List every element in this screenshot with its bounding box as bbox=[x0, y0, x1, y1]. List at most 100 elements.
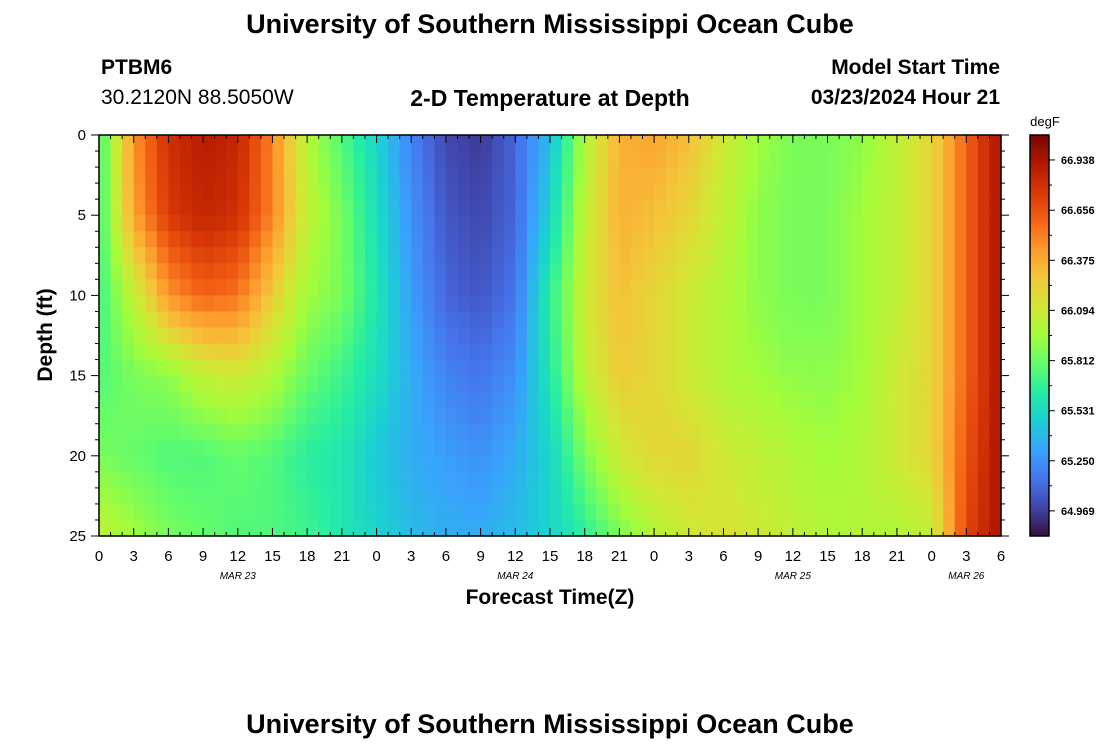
heatmap-cell bbox=[260, 439, 274, 457]
heatmap-cell bbox=[711, 231, 725, 248]
heatmap-cell bbox=[237, 247, 250, 264]
heatmap-cell bbox=[584, 455, 597, 473]
x-tick-label: 3 bbox=[962, 548, 970, 565]
heatmap-cell bbox=[284, 215, 297, 232]
heatmap-cell bbox=[515, 231, 528, 248]
heatmap-cell bbox=[920, 263, 933, 280]
heatmap-cell bbox=[943, 215, 956, 232]
heatmap-cell bbox=[422, 199, 435, 216]
heatmap-cell bbox=[284, 519, 297, 537]
heatmap-cell bbox=[434, 135, 447, 152]
heatmap-cell bbox=[804, 151, 817, 168]
heatmap-cell bbox=[723, 215, 736, 232]
heatmap-cell bbox=[168, 375, 181, 393]
heatmap-cell bbox=[179, 439, 193, 457]
heatmap-cell bbox=[607, 263, 620, 280]
footer-title: University of Southern Mississippi Ocean… bbox=[246, 709, 854, 739]
heatmap-cell bbox=[815, 359, 829, 377]
heatmap-cell bbox=[827, 295, 840, 313]
heatmap-cell bbox=[341, 391, 355, 409]
heatmap-cell bbox=[885, 231, 898, 248]
heatmap-cell bbox=[515, 343, 528, 361]
heatmap-cell bbox=[792, 215, 806, 232]
heatmap-cell bbox=[399, 327, 412, 345]
heatmap-cell bbox=[677, 279, 690, 296]
heatmap-cell bbox=[815, 423, 829, 441]
x-tick-label: 9 bbox=[199, 548, 207, 565]
heatmap-cell bbox=[862, 455, 875, 473]
heatmap-cell bbox=[781, 279, 794, 296]
heatmap-cell bbox=[607, 343, 620, 361]
heatmap-cell bbox=[237, 263, 250, 280]
heatmap-cell bbox=[388, 327, 401, 345]
heatmap-cell bbox=[735, 183, 748, 200]
heatmap-cell bbox=[804, 439, 817, 457]
heatmap-cell bbox=[399, 167, 412, 184]
heatmap-cell bbox=[885, 343, 898, 361]
heatmap-cell bbox=[850, 247, 863, 264]
heatmap-cell bbox=[688, 487, 701, 505]
heatmap-cell bbox=[503, 263, 516, 280]
x-tick-label: 3 bbox=[685, 548, 693, 565]
heatmap-cell bbox=[203, 423, 216, 441]
heatmap-cell bbox=[133, 503, 146, 521]
heatmap-cell bbox=[515, 391, 528, 409]
heatmap-cell bbox=[688, 231, 701, 248]
heatmap-cell bbox=[607, 215, 620, 232]
heatmap-cell bbox=[480, 167, 493, 184]
heatmap-cell bbox=[469, 455, 482, 473]
heatmap-cell bbox=[677, 247, 690, 264]
heatmap-cell bbox=[688, 343, 701, 361]
heatmap-cell bbox=[573, 151, 586, 168]
heatmap-cell bbox=[619, 231, 632, 248]
heatmap-cell bbox=[376, 183, 389, 200]
heatmap-cell bbox=[237, 343, 250, 361]
heatmap-cell bbox=[619, 375, 632, 393]
heatmap-cell bbox=[781, 167, 794, 184]
heatmap-cell bbox=[295, 375, 308, 393]
heatmap-cell bbox=[376, 455, 389, 473]
heatmap-cell bbox=[815, 215, 829, 232]
x-tick-label: 9 bbox=[476, 548, 484, 565]
heatmap-cell bbox=[318, 487, 331, 505]
heatmap-cell bbox=[688, 423, 701, 441]
heatmap-cell bbox=[156, 439, 169, 457]
heatmap-cell bbox=[272, 375, 285, 393]
heatmap-cell bbox=[815, 295, 829, 313]
heatmap-cell bbox=[931, 295, 944, 313]
heatmap-cell bbox=[873, 487, 886, 505]
heatmap-cell bbox=[526, 135, 540, 152]
heatmap-cell bbox=[908, 247, 921, 264]
heatmap-cell bbox=[642, 327, 655, 345]
heatmap-cell bbox=[526, 343, 540, 361]
heatmap-cell bbox=[388, 487, 401, 505]
heatmap-cell bbox=[272, 519, 285, 537]
heatmap-cell bbox=[642, 359, 655, 377]
heatmap-cell bbox=[318, 215, 331, 232]
heatmap-cell bbox=[654, 311, 667, 329]
heatmap-cell bbox=[272, 183, 285, 200]
heatmap-cell bbox=[284, 359, 297, 377]
heatmap-cell bbox=[619, 247, 632, 264]
heatmap-cell bbox=[619, 471, 632, 489]
heatmap-cell bbox=[966, 279, 979, 296]
heatmap-cell bbox=[654, 279, 667, 296]
heatmap-cell bbox=[295, 167, 308, 184]
heatmap-cell bbox=[966, 263, 979, 280]
heatmap-cell bbox=[839, 423, 852, 441]
heatmap-cell bbox=[839, 295, 852, 313]
heatmap-cell bbox=[735, 503, 748, 521]
heatmap-cell bbox=[307, 471, 320, 489]
heatmap-cell bbox=[353, 343, 366, 361]
heatmap-cell bbox=[249, 407, 262, 425]
heatmap-cell bbox=[179, 151, 193, 168]
heatmap-cell bbox=[989, 455, 1002, 473]
heatmap-cell bbox=[896, 519, 910, 537]
heatmap-cell bbox=[827, 455, 840, 473]
heatmap-cells bbox=[99, 135, 1002, 537]
heatmap-cell bbox=[503, 455, 516, 473]
heatmap-cell bbox=[688, 135, 701, 152]
heatmap-cell bbox=[318, 199, 331, 216]
heatmap-cell bbox=[353, 423, 366, 441]
heatmap-cell bbox=[619, 263, 632, 280]
